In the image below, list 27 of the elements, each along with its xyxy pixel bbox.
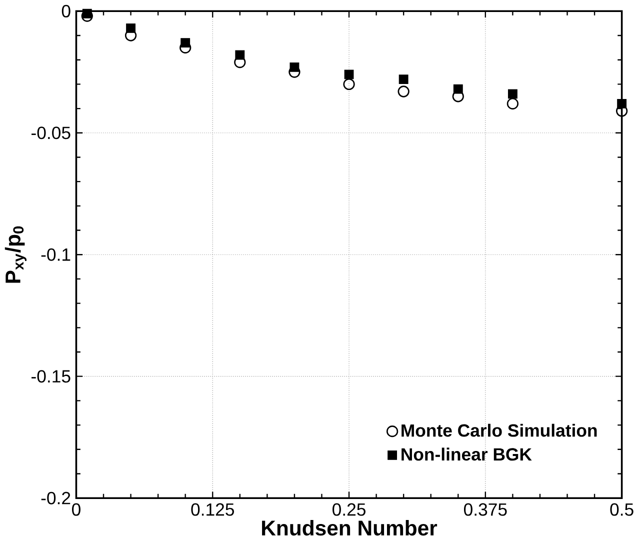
point xyxy=(82,9,92,19)
point xyxy=(344,70,354,80)
legend-label: Non-linear BGK xyxy=(402,448,532,461)
x-tick-label: 0.125 xyxy=(191,504,234,516)
x-tick-label: 0 xyxy=(72,504,80,516)
point xyxy=(453,84,463,94)
point xyxy=(398,86,410,98)
x-tick-label: 0.5 xyxy=(610,504,634,516)
y-axis-title: P$_{xy}$/p$_{0}$ xyxy=(4,226,27,283)
x-tick-label: 0.375 xyxy=(464,504,507,516)
y-tick-label: -0.15 xyxy=(32,370,70,383)
point xyxy=(508,89,518,99)
x-axis-title: Knudsen Number xyxy=(262,520,438,536)
point xyxy=(343,78,355,90)
y-tick-label: -0.1 xyxy=(41,248,70,262)
point xyxy=(126,24,136,34)
point xyxy=(290,62,300,72)
point xyxy=(180,38,190,48)
y-tick-label: 0 xyxy=(62,5,70,18)
y-tick-label: -0.2 xyxy=(41,492,70,505)
legend-label: Monte Carlo Simulation xyxy=(402,424,597,438)
x-tick-label: 0.25 xyxy=(332,504,366,516)
point xyxy=(506,98,519,110)
point xyxy=(398,74,408,84)
y-tick-label: -0.05 xyxy=(32,126,70,140)
point xyxy=(235,50,245,60)
point xyxy=(617,99,627,109)
